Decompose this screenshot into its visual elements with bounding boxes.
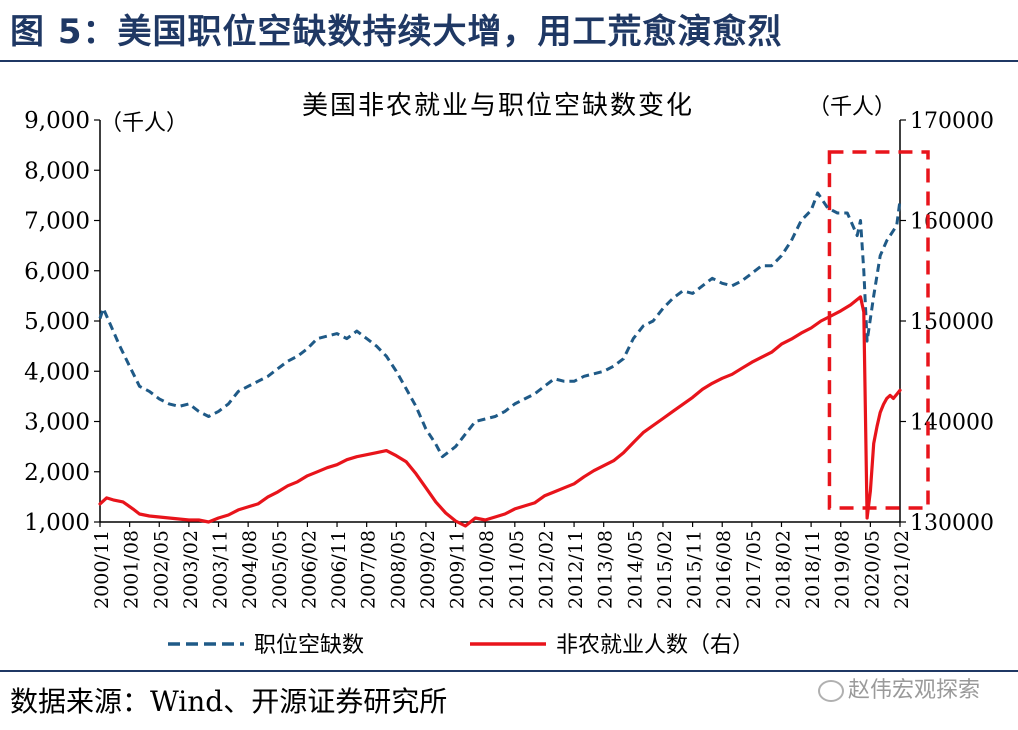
series-line-payrolls <box>98 295 902 528</box>
left-tick-label: 7,000 <box>24 209 90 235</box>
legend: 职位空缺数 非农就业人数（右） <box>168 633 754 658</box>
x-tick-label: 2020/05 <box>861 530 883 609</box>
x-tick-label: 2018/02 <box>772 530 794 609</box>
x-tick-label: 2021/02 <box>891 530 913 609</box>
source-rule <box>0 670 1018 672</box>
x-tick-label: 2015/02 <box>654 530 676 609</box>
x-tick-label: 2002/05 <box>150 530 172 609</box>
left-tick-label: 1,000 <box>24 510 90 536</box>
left-tick-label: 8,000 <box>24 158 90 184</box>
x-tick-label: 2014/05 <box>624 530 646 609</box>
x-tick-label: 2019/08 <box>832 530 854 609</box>
x-tick-label: 2009/11 <box>447 530 469 609</box>
legend-label-vacancies: 职位空缺数 <box>254 633 364 658</box>
chart: 美国非农就业与职位空缺数变化 （千人） （千人） 1,000 2,000 3,000… <box>24 91 994 658</box>
x-tick-label: 2004/08 <box>239 530 261 609</box>
chart-title: 美国非农就业与职位空缺数变化 <box>302 91 694 121</box>
x-tick-label: 2008/05 <box>387 530 409 609</box>
right-tick-label: 160000 <box>910 210 994 235</box>
right-tick-label: 170000 <box>910 109 994 134</box>
x-tick-label: 2003/02 <box>180 530 202 609</box>
x-tick-label: 2003/11 <box>210 530 232 609</box>
x-tick-label: 2011/05 <box>506 530 528 609</box>
left-tick-label: 5,000 <box>24 309 90 335</box>
x-tick-label: 2005/05 <box>269 530 291 609</box>
left-axis-unit: （千人） <box>100 111 188 136</box>
x-tick-label: 2010/08 <box>476 530 498 609</box>
x-tick-label: 2009/02 <box>417 530 439 609</box>
right-tick-label: 150000 <box>910 310 994 335</box>
left-tick-label: 6,000 <box>24 259 90 285</box>
left-tick-label: 9,000 <box>24 108 90 134</box>
x-tick-label: 2000/11 <box>91 530 113 609</box>
x-tick-label: 2007/08 <box>358 530 380 609</box>
watermark-text: 赵伟宏观探索 <box>848 678 981 703</box>
right-tick-label: 130000 <box>910 511 994 536</box>
x-tick-label: 2017/05 <box>743 530 765 609</box>
chart-axes: 1,000 2,000 3,000 4,000 5,000 6,000 7,000 8,000… <box>24 108 994 609</box>
x-tick-label: 2012/02 <box>535 530 557 609</box>
title-rule <box>0 60 1018 62</box>
x-tick-label: 2006/11 <box>328 530 350 609</box>
left-tick-label: 2,000 <box>24 460 90 486</box>
series-lines <box>98 191 902 528</box>
right-axis-unit: （千人） <box>808 95 896 120</box>
wechat-icon <box>818 680 844 702</box>
x-tick-label: 2013/08 <box>595 530 617 609</box>
x-tick-label: 2018/11 <box>802 530 824 609</box>
left-tick-label: 4,000 <box>24 359 90 385</box>
highlight-box <box>827 150 930 510</box>
left-tick-label: 3,000 <box>24 410 90 436</box>
x-tick-label: 2015/11 <box>684 530 706 609</box>
source-note: 数据来源：Wind、开源证券研究所 <box>10 685 448 718</box>
figure-title: 图 5：美国职位空缺数持续大增，用工荒愈演愈烈 <box>10 12 783 52</box>
x-tick-label: 2016/08 <box>713 530 735 609</box>
legend-label-payrolls: 非农就业人数（右） <box>556 633 754 658</box>
right-tick-label: 140000 <box>910 411 994 436</box>
x-tick-label: 2006/02 <box>298 530 320 609</box>
x-tick-label: 2001/08 <box>121 530 143 609</box>
highlight-rect <box>827 150 930 510</box>
watermark: 赵伟宏观探索 <box>818 672 980 704</box>
x-tick-label: 2012/11 <box>565 530 587 609</box>
series-line-vacancies <box>98 191 902 459</box>
